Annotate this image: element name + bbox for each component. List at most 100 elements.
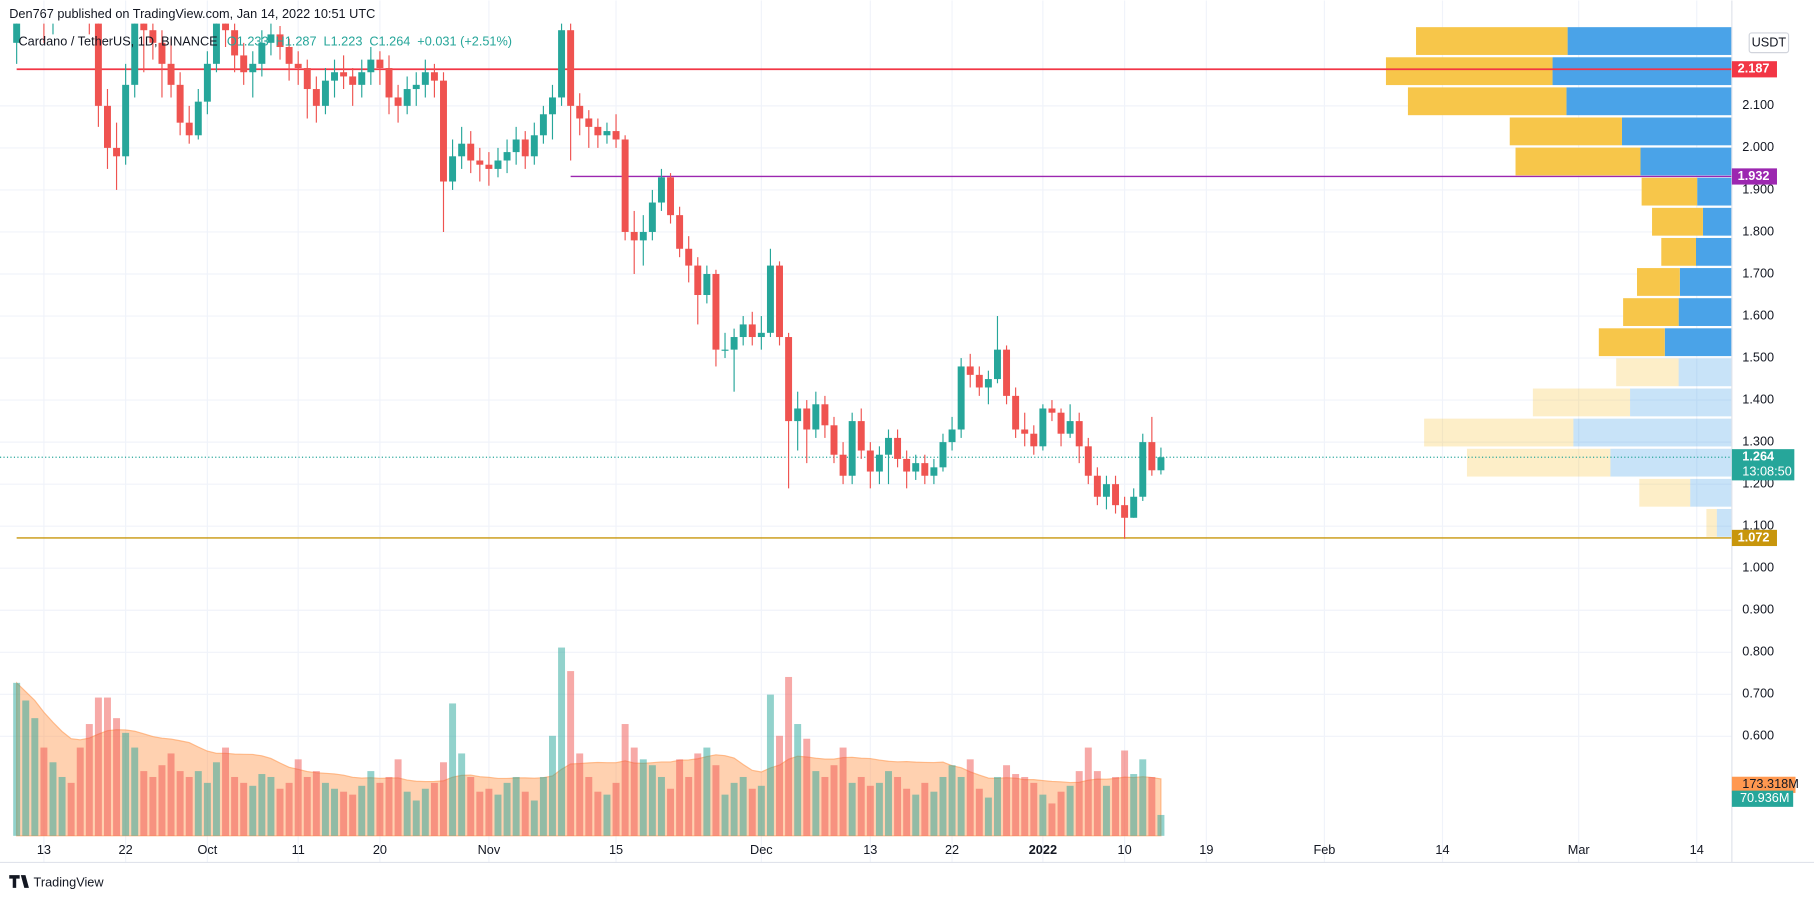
candle-body xyxy=(430,72,438,81)
candle-body xyxy=(294,63,302,69)
candle-body xyxy=(866,450,874,472)
volume-bar xyxy=(549,735,556,836)
profile-down xyxy=(1552,57,1732,86)
candle-body xyxy=(757,332,765,338)
profile-down xyxy=(1640,147,1732,176)
x-tick-label: 22 xyxy=(119,842,133,857)
volume-bar xyxy=(1093,771,1101,836)
currency[interactable]: USDT xyxy=(1752,35,1787,50)
candle-body xyxy=(549,97,556,115)
footer-brand: TradingView xyxy=(34,875,105,890)
volume-bar xyxy=(630,747,638,836)
candle-body xyxy=(149,30,157,43)
candle-body xyxy=(449,156,457,182)
y-tick-label: 2.100 xyxy=(1742,97,1774,112)
candle-body xyxy=(993,349,1001,380)
x-tick-label: Mar xyxy=(1568,842,1591,857)
volume-bar xyxy=(885,771,892,836)
volume-bar xyxy=(113,718,121,836)
candle-body xyxy=(794,408,802,422)
volume-bar xyxy=(203,782,211,836)
x-tick-label: 14 xyxy=(1690,842,1704,857)
published-note: Den767 published on TradingView.com, Jan… xyxy=(9,6,375,21)
volume-bar xyxy=(403,791,411,836)
candle-body xyxy=(739,324,747,338)
currency-box[interactable] xyxy=(1748,32,1790,54)
candle-body xyxy=(340,72,348,77)
profile-up xyxy=(1509,117,1622,146)
candle-body xyxy=(122,84,130,157)
profile-up xyxy=(1616,358,1679,387)
candle-body xyxy=(721,349,729,351)
volume-bar xyxy=(1139,759,1147,836)
volume-bar xyxy=(539,776,547,836)
candle-body xyxy=(594,126,602,136)
candle-body xyxy=(440,80,447,182)
y-tick-label: 0.600 xyxy=(1742,728,1774,743)
volume-bar xyxy=(803,738,811,836)
y-tick-label: 1.500 xyxy=(1742,349,1774,364)
ohlc-legend: O1.233 H1.287 L1.223 C1.264 +0.031 (+2.51%) xyxy=(227,34,512,49)
volume-bar xyxy=(40,747,48,836)
volume-bar xyxy=(739,776,747,836)
candle-body xyxy=(766,265,774,333)
volume-bar xyxy=(285,782,293,836)
footer-logo xyxy=(9,875,29,888)
candle-body xyxy=(222,23,230,31)
current-price-box xyxy=(1731,449,1795,481)
candle-body xyxy=(1121,505,1129,518)
candle-body xyxy=(158,42,166,64)
x-tick-label: 20 xyxy=(373,842,387,857)
volume-bar xyxy=(249,785,257,836)
candle-body xyxy=(848,421,856,476)
volume-bar xyxy=(294,759,302,836)
volume-bar xyxy=(458,753,466,836)
volume-bar xyxy=(912,794,920,836)
level-label: 1.072 xyxy=(1738,529,1770,544)
volume-bar xyxy=(757,785,765,836)
volume-bar xyxy=(576,753,584,836)
candle-body xyxy=(258,42,266,64)
candle-body xyxy=(1039,408,1047,447)
profile-down xyxy=(1621,117,1732,146)
volume-bar xyxy=(94,697,102,836)
candle-body xyxy=(930,467,938,476)
candle-body xyxy=(667,177,675,216)
candle-body xyxy=(403,89,411,106)
profile-down xyxy=(1566,87,1732,116)
x-tick-label: 10 xyxy=(1118,842,1132,857)
volume-bar xyxy=(1021,776,1029,836)
volume-bar xyxy=(13,682,21,836)
candle-body xyxy=(1021,429,1029,434)
volume-bar xyxy=(703,747,711,836)
candle-body xyxy=(966,366,974,375)
profile-up xyxy=(1652,207,1703,236)
candle-body xyxy=(476,160,484,165)
profile-down xyxy=(1679,268,1732,296)
candle-body xyxy=(576,105,584,119)
x-tick-label: Nov xyxy=(478,842,501,857)
profile-down xyxy=(1610,448,1732,477)
y-tick-label: 1.600 xyxy=(1742,307,1774,322)
profile-up xyxy=(1407,87,1567,116)
profile-down xyxy=(1630,388,1732,417)
candle-body xyxy=(267,34,275,43)
volume-bar xyxy=(222,747,230,836)
profile-down xyxy=(1678,358,1732,387)
volume-bar xyxy=(440,762,447,836)
y-tick-label: 2.000 xyxy=(1742,139,1774,154)
candle-body xyxy=(539,114,547,136)
y-tick-label: 0.900 xyxy=(1742,602,1774,617)
candle-body xyxy=(394,97,402,106)
candle-body xyxy=(730,337,738,350)
candle-body xyxy=(1012,395,1020,430)
candle-body xyxy=(558,30,566,98)
level-label-box xyxy=(1731,61,1777,78)
plot-area xyxy=(0,23,1732,837)
candle-body xyxy=(458,143,466,157)
level-label: 2.187 xyxy=(1738,61,1770,76)
candle-body xyxy=(1093,475,1101,497)
volume-bar xyxy=(1148,776,1156,836)
last-volume-box xyxy=(1731,790,1794,807)
candle-body xyxy=(358,72,366,85)
